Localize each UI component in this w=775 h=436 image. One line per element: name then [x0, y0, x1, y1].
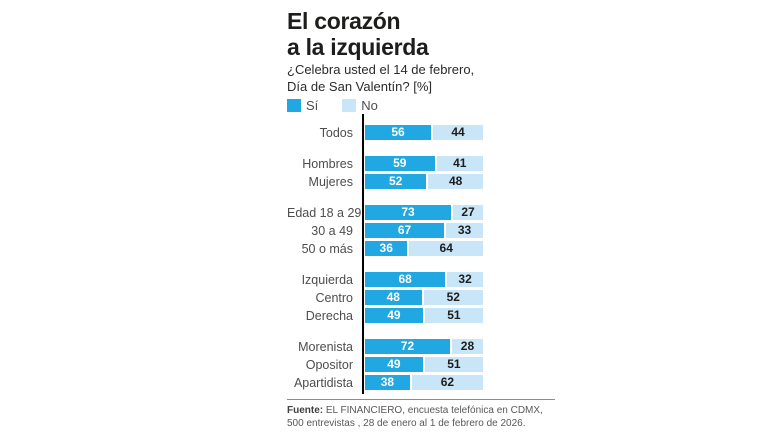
- bar-segment-si: 52: [365, 174, 427, 189]
- bar-segment-si: 56: [365, 125, 432, 140]
- bar-track: 38 62: [365, 375, 483, 390]
- bar-group: Todos 56 44: [287, 125, 587, 140]
- bar-row: 30 a 49 67 33: [287, 223, 587, 238]
- bar-label: Morenista: [298, 339, 353, 354]
- source-line-1: Fuente: EL FINANCIERO, encuesta telefóni…: [287, 404, 577, 417]
- bar-segment-no: 41: [436, 156, 483, 171]
- bar-track: 56 44: [365, 125, 483, 140]
- bar-label: Edad 18 a 29: [287, 205, 362, 220]
- source-text-1: EL FINANCIERO, encuesta telefónica en CD…: [323, 405, 543, 416]
- baseline-axis: [362, 114, 364, 394]
- bar-label: Mujeres: [308, 174, 353, 189]
- bar-label: Opositor: [305, 357, 353, 372]
- bar-track: 67 33: [365, 223, 483, 238]
- chart-subtitle: ¿Celebra usted el 14 de febrero, Día de …: [287, 61, 474, 95]
- bar-segment-no: 33: [446, 223, 483, 238]
- bar-row: Centro 48 52: [287, 290, 587, 305]
- bar-segment-no: 51: [424, 357, 483, 372]
- bar-track: 49 51: [365, 357, 483, 372]
- legend-item-si: Sí: [287, 98, 318, 113]
- bar-segment-si: 72: [365, 339, 450, 354]
- bar-label: Todos: [319, 125, 353, 140]
- bar-segment-no: 32: [447, 272, 483, 287]
- bar-segment-si: 36: [365, 241, 408, 256]
- source-note: Fuente: EL FINANCIERO, encuesta telefóni…: [287, 404, 577, 430]
- legend-label-si: Sí: [306, 98, 319, 113]
- legend-swatch-no: [342, 99, 357, 112]
- bar-row: Hombres 59 41: [287, 156, 587, 171]
- title-line-2: a la izquierda: [287, 34, 429, 60]
- bar-group: Hombres 59 41 Mujeres 52 48: [287, 156, 587, 189]
- bar-track: 68 32: [365, 272, 483, 287]
- footer-divider: [287, 399, 555, 400]
- source-label: Fuente:: [287, 405, 324, 416]
- bar-track: 36 64: [365, 241, 483, 256]
- bar-track: 49 51: [365, 308, 483, 323]
- bar-group: Izquierda 68 32 Centro 48 52 Derecha 49 51: [287, 272, 587, 323]
- bar-track: 52 48: [365, 174, 483, 189]
- bar-label: Derecha: [305, 308, 353, 323]
- bar-row: Opositor 49 51: [287, 357, 587, 372]
- bar-group: Morenista 72 28 Opositor 49 51 Apartidista 38 62: [287, 339, 587, 390]
- bar-segment-no: 52: [423, 290, 483, 305]
- bar-groups: Todos 56 44 Hombres 59 41 Mujeres 52 48 Edad 18 a…: [287, 125, 587, 390]
- bar-row: Morenista 72 28: [287, 339, 587, 354]
- bar-segment-no: 27: [453, 205, 483, 220]
- bar-segment-si: 49: [365, 308, 423, 323]
- bar-group: Edad 18 a 29 73 27 30 a 49 67 33 50 o más 36 64: [287, 205, 587, 256]
- legend-label-no: No: [361, 98, 378, 113]
- bar-segment-si: 49: [365, 357, 423, 372]
- bar-segment-no: 51: [424, 308, 483, 323]
- subtitle-line-2: Día de San Valentín? [%]: [287, 79, 433, 94]
- bar-segment-no: 28: [451, 339, 483, 354]
- bar-row: Mujeres 52 48: [287, 174, 587, 189]
- title-line-1: El corazón: [287, 8, 401, 34]
- bar-segment-si: 67: [365, 223, 445, 238]
- bar-segment-no: 64: [409, 241, 483, 256]
- bar-segment-si: 73: [365, 205, 452, 220]
- subtitle-line-1: ¿Celebra usted el 14 de febrero,: [287, 62, 475, 77]
- bar-label: Hombres: [302, 156, 353, 171]
- bar-track: 73 27: [365, 205, 483, 220]
- bar-track: 72 28: [365, 339, 483, 354]
- bar-row: Apartidista 38 62: [287, 375, 587, 390]
- bar-segment-no: 44: [433, 125, 483, 140]
- bar-row: Edad 18 a 29 73 27: [287, 205, 587, 220]
- bar-row: Derecha 49 51: [287, 308, 587, 323]
- bar-track: 48 52: [365, 290, 483, 305]
- bar-row: Izquierda 68 32: [287, 272, 587, 287]
- bar-row: 50 o más 36 64: [287, 241, 587, 256]
- bar-label: 30 a 49: [311, 223, 353, 238]
- chart-legend: Sí No: [287, 98, 402, 113]
- bar-label: Apartidista: [293, 375, 353, 390]
- source-line-2: 500 entrevistas , 28 de enero al 1 de fe…: [287, 418, 526, 429]
- bar-label: Izquierda: [301, 272, 353, 287]
- bar-segment-si: 68: [365, 272, 446, 287]
- bar-segment-si: 38: [365, 375, 410, 390]
- page-title: El corazón a la izquierda: [287, 8, 429, 60]
- bar-segment-no: 62: [411, 375, 483, 390]
- bar-label: 50 o más: [301, 241, 353, 256]
- legend-swatch-si: [287, 99, 301, 112]
- bar-label: Centro: [315, 290, 353, 305]
- bar-segment-si: 48: [365, 290, 422, 305]
- stacked-bar-chart: Todos 56 44 Hombres 59 41 Mujeres 52 48 Edad 18 a…: [287, 114, 587, 406]
- bar-track: 59 41: [365, 156, 483, 171]
- bar-segment-no: 48: [428, 174, 483, 189]
- bar-row: Todos 56 44: [287, 125, 587, 140]
- legend-item-no: No: [342, 98, 378, 113]
- bar-segment-si: 59: [365, 156, 435, 171]
